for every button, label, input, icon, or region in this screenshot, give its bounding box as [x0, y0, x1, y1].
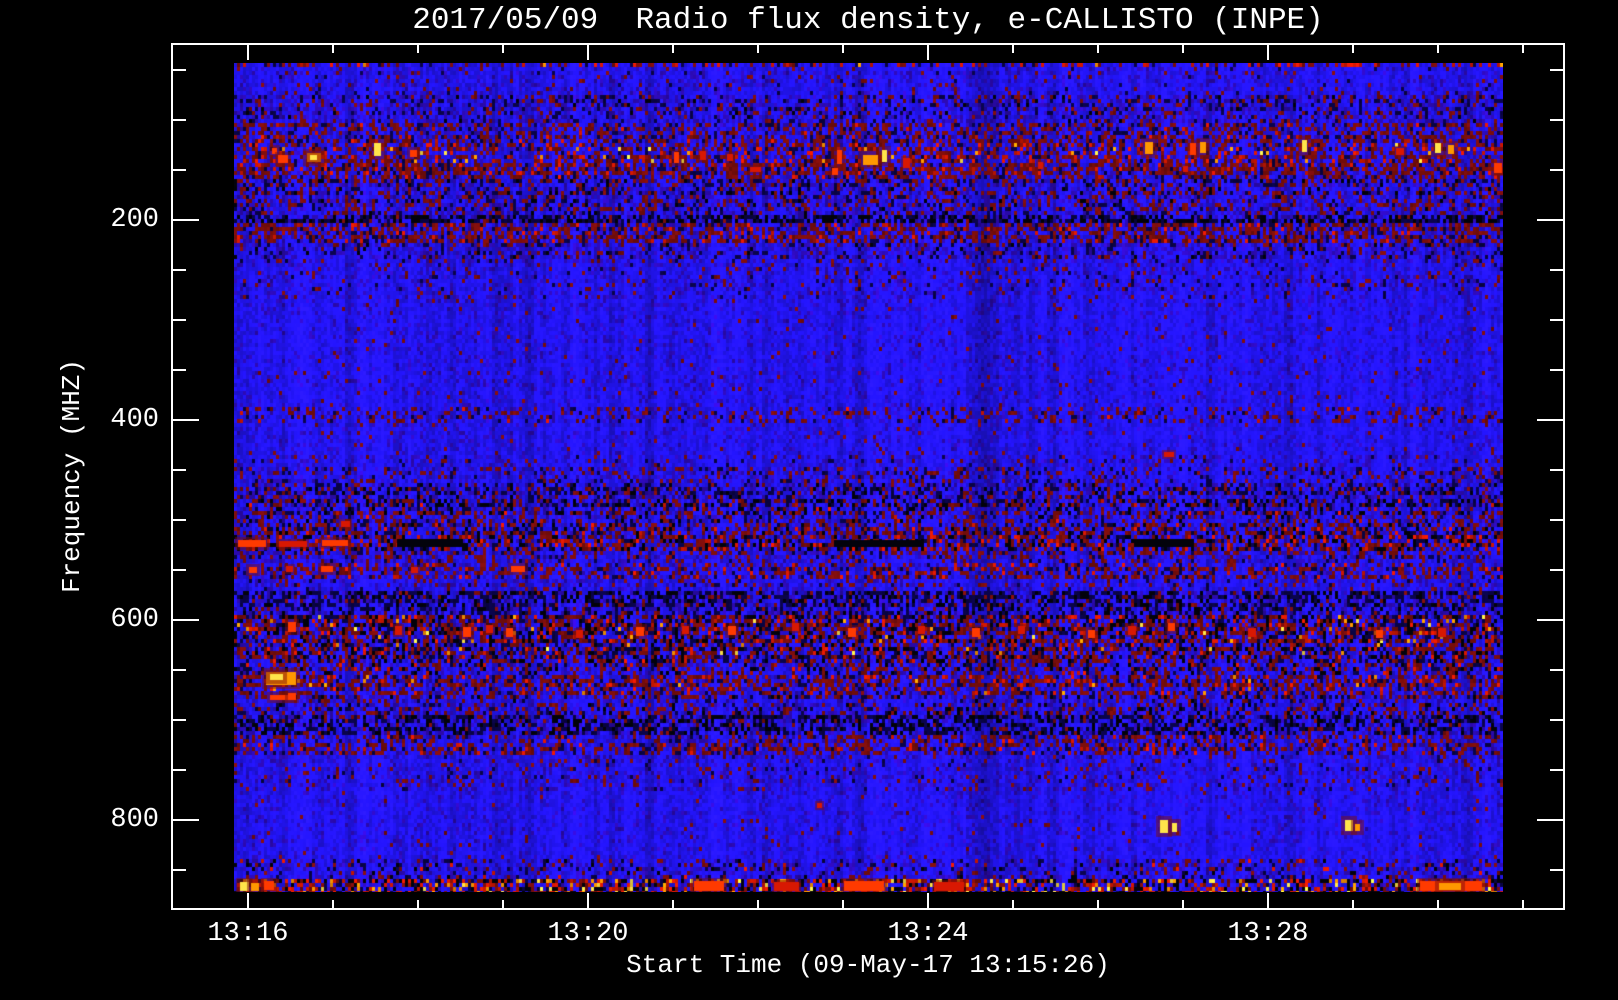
y-major-tick [173, 419, 199, 421]
y-major-tick-right [1537, 419, 1563, 421]
x-minor-tick-top [417, 45, 419, 53]
x-major-tick [927, 893, 929, 908]
x-minor-tick [672, 900, 674, 908]
x-tick-label: 13:24 [887, 919, 969, 949]
x-minor-tick [332, 900, 334, 908]
x-minor-tick-top [1097, 45, 1099, 53]
x-minor-tick [1522, 900, 1524, 908]
y-minor-tick [173, 319, 186, 321]
y-tick-label: 400 [110, 405, 159, 435]
y-minor-tick-right [1550, 119, 1563, 121]
y-minor-tick [173, 669, 186, 671]
x-axis-label: Start Time (09-May-17 13:15:26) [626, 950, 1110, 980]
x-minor-tick [1097, 900, 1099, 908]
chart-title: 2017/05/09 Radio flux density, e-CALLIST… [412, 3, 1324, 38]
spectrogram-heatmap [234, 63, 1503, 892]
x-minor-tick [757, 900, 759, 908]
x-minor-tick [417, 900, 419, 908]
y-minor-tick-right [1550, 719, 1563, 721]
y-minor-tick-right [1550, 769, 1563, 771]
y-minor-tick [173, 719, 186, 721]
x-minor-tick-top [332, 45, 334, 53]
y-major-tick [173, 619, 199, 621]
y-minor-tick [173, 119, 186, 121]
x-minor-tick-top [757, 45, 759, 53]
x-minor-tick [1182, 900, 1184, 908]
y-minor-tick-right [1550, 569, 1563, 571]
x-tick-label: 13:28 [1227, 919, 1309, 949]
x-major-tick [1267, 893, 1269, 908]
y-minor-tick [173, 369, 186, 371]
y-minor-tick [173, 469, 186, 471]
y-tick-label: 800 [110, 805, 159, 835]
x-minor-tick-top [1352, 45, 1354, 53]
x-major-tick [587, 893, 589, 908]
y-minor-tick-right [1550, 669, 1563, 671]
x-major-tick-top [927, 45, 929, 60]
x-minor-tick-top [1437, 45, 1439, 53]
y-major-tick [173, 819, 199, 821]
y-minor-tick [173, 519, 186, 521]
x-minor-tick [1352, 900, 1354, 908]
y-tick-label: 200 [110, 205, 159, 235]
x-major-tick-top [587, 45, 589, 60]
x-minor-tick [1012, 900, 1014, 908]
x-minor-tick-top [842, 45, 844, 53]
y-minor-tick [173, 769, 186, 771]
x-minor-tick-top [1522, 45, 1524, 53]
y-major-tick-right [1537, 819, 1563, 821]
y-major-tick-right [1537, 219, 1563, 221]
y-major-tick [173, 219, 199, 221]
x-tick-label: 13:16 [207, 919, 289, 949]
y-minor-tick-right [1550, 69, 1563, 71]
x-minor-tick [842, 900, 844, 908]
x-minor-tick [1437, 900, 1439, 908]
x-major-tick [247, 893, 249, 908]
y-minor-tick-right [1550, 319, 1563, 321]
y-tick-label: 600 [110, 605, 159, 635]
y-minor-tick-right [1550, 869, 1563, 871]
y-minor-tick-right [1550, 369, 1563, 371]
y-minor-tick-right [1550, 519, 1563, 521]
x-major-tick-top [247, 45, 249, 60]
y-minor-tick [173, 269, 186, 271]
x-major-tick-top [1267, 45, 1269, 60]
x-minor-tick [502, 900, 504, 908]
y-minor-tick [173, 169, 186, 171]
y-minor-tick [173, 869, 186, 871]
y-minor-tick [173, 69, 186, 71]
y-minor-tick-right [1550, 469, 1563, 471]
y-minor-tick-right [1550, 269, 1563, 271]
x-minor-tick-top [1012, 45, 1014, 53]
x-minor-tick-top [672, 45, 674, 53]
y-minor-tick-right [1550, 169, 1563, 171]
x-tick-label: 13:20 [547, 919, 629, 949]
y-major-tick-right [1537, 619, 1563, 621]
x-minor-tick-top [502, 45, 504, 53]
x-minor-tick-top [1182, 45, 1184, 53]
y-minor-tick [173, 569, 186, 571]
